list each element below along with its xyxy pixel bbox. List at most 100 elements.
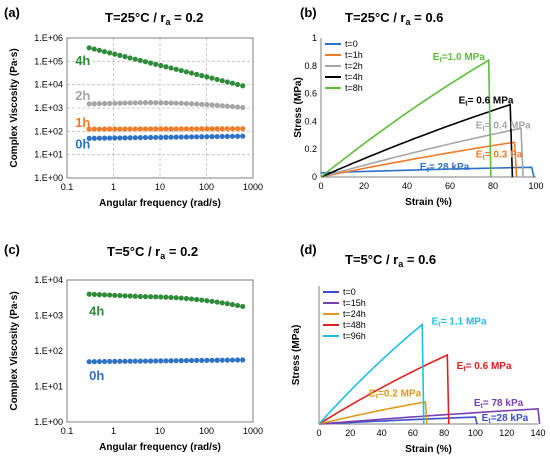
data-point [96, 101, 103, 107]
series-line [320, 103, 514, 178]
data-point [219, 126, 225, 132]
x-tick-label: 40 [402, 181, 412, 191]
modulus-annotation: Et= 0.6 MPa [459, 95, 514, 107]
y-axis-title: Complex Viscosity (Pa·s) [9, 48, 20, 167]
x-tick-label: 20 [345, 428, 355, 438]
data-point [122, 358, 128, 364]
x-tick-label: 80 [439, 428, 449, 438]
modulus-annotation: Et=1.0 MPa [433, 52, 486, 64]
legend-label: t=0 [345, 39, 358, 49]
data-point [183, 295, 190, 302]
data-point [117, 135, 123, 141]
data-point [224, 103, 230, 109]
data-point [229, 133, 236, 139]
data-point [229, 301, 236, 308]
data-point [178, 358, 184, 364]
x-tick-label: 100 [199, 426, 214, 436]
data-point [173, 295, 179, 301]
data-point [158, 62, 164, 69]
series-line [320, 166, 535, 178]
data-point [168, 126, 174, 132]
data-point [240, 83, 246, 89]
data-point [163, 126, 169, 132]
data-point [229, 357, 236, 363]
series-label: 1h [75, 115, 90, 130]
x-tick-label: 1000 [243, 426, 263, 436]
legend-label: t=48h [343, 320, 366, 330]
data-point [112, 358, 118, 364]
data-point [153, 358, 159, 364]
data-point [163, 64, 169, 70]
series-label: 4h [89, 304, 104, 319]
data-point [101, 48, 108, 55]
data-point [199, 101, 205, 107]
data-point [194, 134, 200, 140]
x-tick-label: 1 [111, 426, 116, 436]
data-point [107, 358, 113, 365]
chart-panel-0: (a) T=25°C / ra = 0.2 0.1 1 10 100 1000 1.E+00 1… [4, 5, 263, 209]
panel-label: (b) [300, 5, 317, 20]
y-tick-label: 1.E+03 [34, 103, 63, 113]
data-point [158, 358, 164, 364]
x-tick-label: 0.1 [61, 182, 74, 192]
data-point [224, 133, 230, 139]
data-point [122, 126, 128, 132]
data-point [168, 134, 174, 140]
legend-label: t=1h [345, 50, 363, 60]
x-axis-title: Strain (%) [405, 444, 452, 455]
legend-label: t=8h [345, 83, 363, 93]
data-point [158, 294, 164, 300]
x-axis-title: Strain (%) [405, 197, 452, 208]
series-label: 0h [75, 137, 90, 152]
x-tick-label: 10 [155, 182, 165, 192]
data-point [214, 76, 220, 83]
x-tick-label: 100 [199, 182, 214, 192]
data-point [188, 70, 195, 76]
data-point [188, 296, 195, 302]
chart-title: T=25°C / ra = 0.6 [345, 10, 443, 27]
data-point [142, 294, 149, 300]
data-point [224, 357, 230, 363]
series-label: 4h [75, 53, 90, 68]
data-point [183, 126, 190, 132]
data-point [86, 291, 92, 297]
data-point [178, 134, 184, 140]
modulus-annotation: Et= 0.4 MPa [476, 120, 531, 132]
legend: t=0t=1ht=2ht=4ht=8h [325, 39, 363, 93]
data-point [96, 358, 103, 365]
series-line [318, 353, 450, 425]
y-tick-label: 1.E+01 [34, 150, 63, 160]
data-point [178, 67, 184, 74]
x-tick-label: 40 [377, 428, 387, 438]
y-axis-title: Complex Viscosity (Pa·s) [9, 291, 20, 410]
data-point [127, 358, 133, 364]
x-axis-title: Angular frequency (rad/s) [99, 198, 221, 209]
data-point [153, 294, 159, 300]
data-point [219, 300, 225, 306]
data-point [158, 134, 164, 140]
data-point [229, 80, 236, 86]
data-point [132, 56, 138, 62]
data-point [214, 126, 220, 132]
x-tick-label: 20 [359, 181, 369, 191]
data-point [240, 133, 246, 139]
series-line [320, 127, 524, 178]
data-point [127, 135, 133, 141]
panel-label: (a) [4, 5, 20, 20]
modulus-annotation: Et= 0.6 MPa [457, 361, 512, 373]
y-tick-label: 1.E+00 [34, 417, 63, 427]
data-point [158, 100, 164, 106]
data-point [178, 100, 184, 106]
data-point [147, 294, 154, 300]
data-point [163, 294, 169, 300]
data-point [219, 78, 225, 84]
data-point [137, 358, 143, 364]
data-point [173, 100, 179, 106]
y-tick-label: 1.E+06 [34, 33, 63, 43]
data-point [117, 292, 123, 299]
data-point [142, 358, 149, 364]
x-axis-title: Angular frequency (rad/s) [99, 442, 221, 453]
data-point [214, 102, 220, 108]
y-tick-label: 1.E+01 [34, 382, 63, 392]
